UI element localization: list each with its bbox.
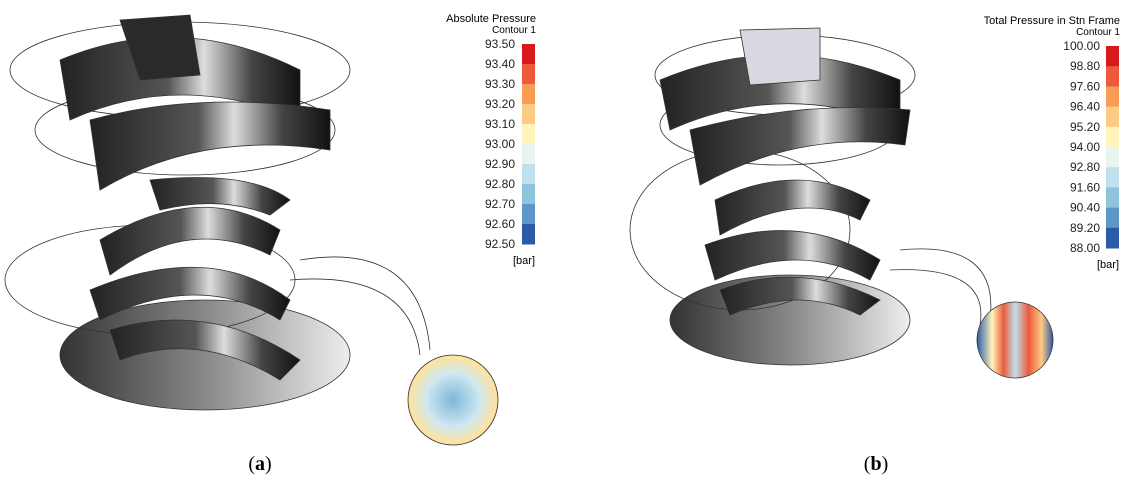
legend-subtitle: Contour 1 [492,25,536,36]
legend-unit: [bar] [1097,259,1119,271]
caption-b: (b) [864,453,888,475]
color-band [1106,208,1119,229]
legend-label: 93.20 [485,97,515,111]
caption-a: (a) [248,453,271,475]
color-band [522,184,535,205]
legend-label: 92.90 [485,157,515,171]
legend-label: 93.30 [485,77,515,91]
color-band [1106,66,1119,87]
legend-label: 94.00 [1070,140,1100,154]
legend-title: Total Pressure in Stn Frame [984,15,1120,27]
color-band [1106,46,1119,67]
color-band [1106,187,1119,208]
color-band [522,204,535,225]
color-band [522,164,535,185]
color-band [1106,167,1119,188]
legend-label: 93.50 [485,37,515,51]
legend-label: 97.60 [1070,79,1100,93]
legend-label: 91.60 [1070,180,1100,194]
legend-label: 92.60 [485,217,515,231]
color-band [522,44,535,65]
color-band [522,224,535,245]
color-band [1106,127,1119,148]
legend-label: 93.00 [485,137,515,151]
legend-label: 89.20 [1070,221,1100,235]
legend-label: 90.40 [1070,201,1100,215]
legend-label: 98.80 [1070,59,1100,73]
legend-unit: [bar] [513,255,535,267]
legend-label: 92.50 [485,237,515,251]
legend-label: 93.10 [485,117,515,131]
color-band [522,144,535,165]
legend-label: 100.00 [1063,39,1100,53]
legend-label: 92.80 [1070,160,1100,174]
legend-label: 95.20 [1070,120,1100,134]
color-band [1106,147,1119,168]
legend-label: 88.00 [1070,241,1100,255]
legend-title: Absolute Pressure [446,13,536,25]
color-band [1106,107,1119,128]
legend-label: 92.80 [485,177,515,191]
legend-label: 96.40 [1070,100,1100,114]
color-band [1106,228,1119,249]
legend-label: 93.40 [485,57,515,71]
render-b [630,28,1053,378]
color-band [522,124,535,145]
color-band [1106,86,1119,107]
color-band [522,64,535,85]
legend-subtitle: Contour 1 [1076,27,1120,38]
figure: (a) (b) Absolute PressureContour 193.509… [0,0,1128,482]
color-band [522,104,535,125]
render-a [5,15,498,445]
legend-label: 92.70 [485,197,515,211]
color-band [522,84,535,105]
